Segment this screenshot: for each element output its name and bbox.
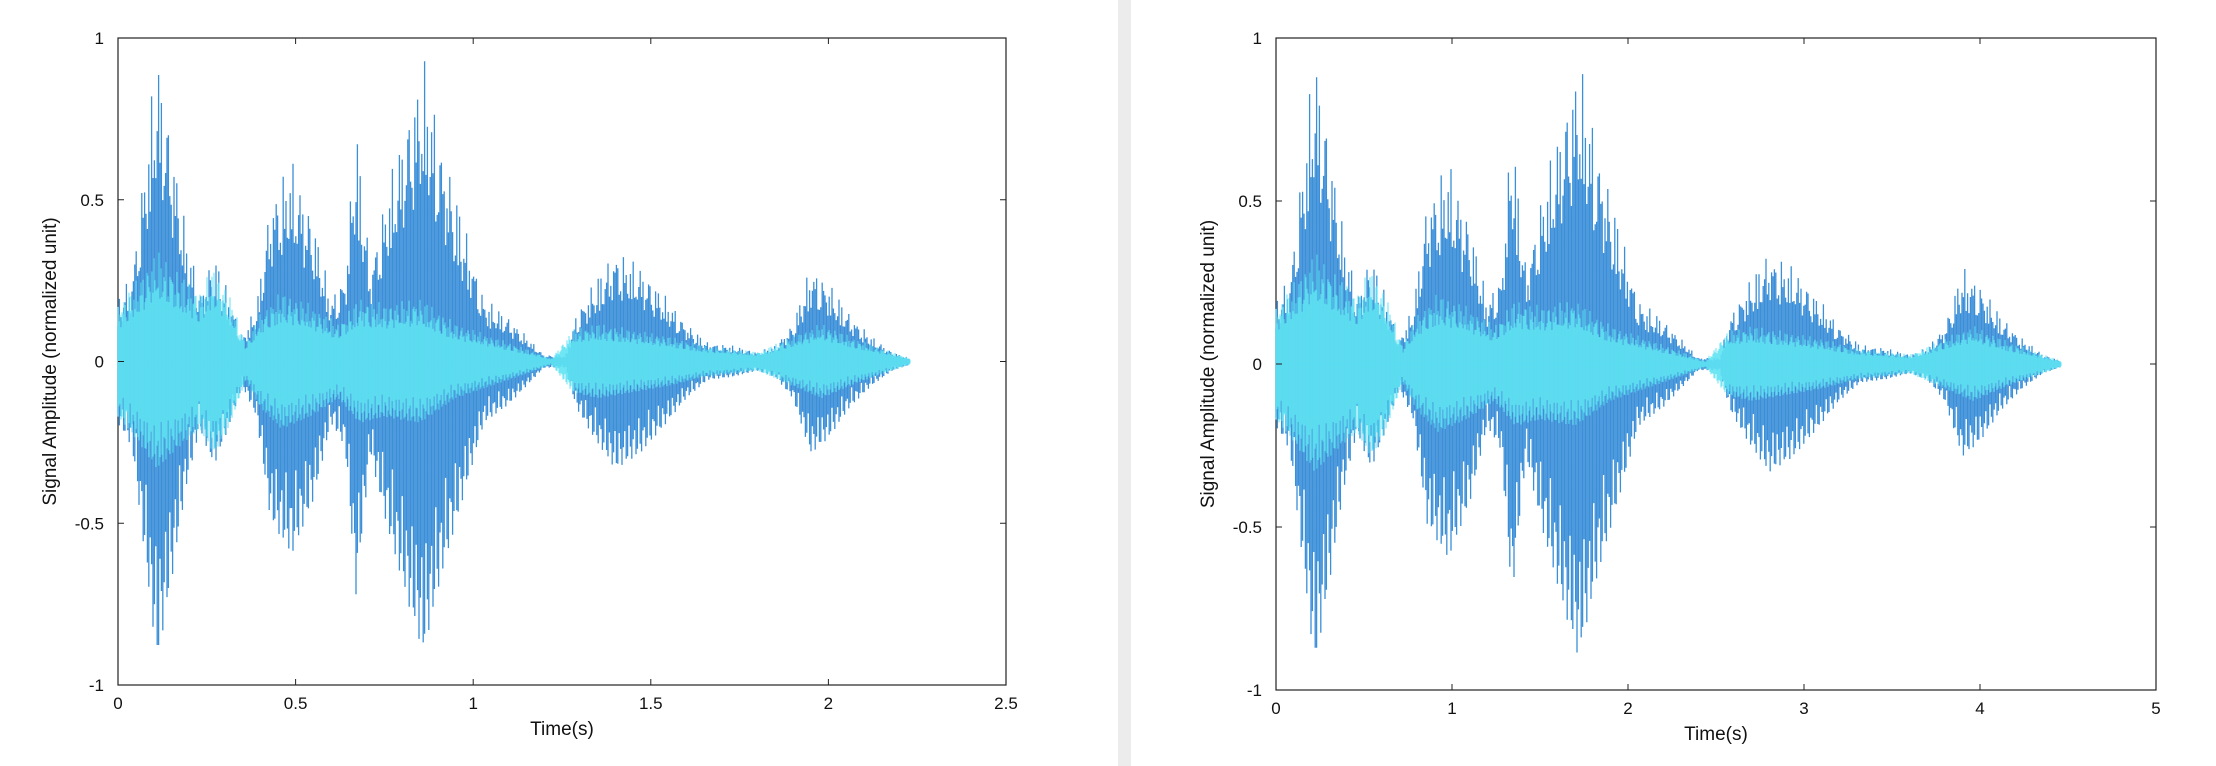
x-axis: 0 0.5 1 1.5 2 2.5 [113,38,1018,713]
x-tick-label: 5 [2151,699,2160,718]
waveform-group [1275,74,2062,653]
chart-svg-right: 0 1 2 3 4 5 -1 -0.5 0 0.5 1 Time(s) Signal Amplitude… [1198,29,2161,745]
x-tick-label: 1 [468,694,477,713]
waveform-chart-left: 0 0.5 1 1.5 2 2.5 -1 -0.5 0 0.5 1 Time(s) Signal Amp… [40,29,1018,740]
x-tick-label: 1.5 [639,694,663,713]
x-tick-label: 1 [1447,699,1456,718]
x-tick-label: 2 [824,694,833,713]
y-tick-label: -0.5 [1233,518,1262,537]
y-tick-label: -0.5 [75,514,104,533]
y-tick-label: 0 [95,353,104,372]
x-tick-label: 0 [113,694,122,713]
y-axis: -1 -0.5 0 0.5 1 [1233,29,2156,700]
y-tick-label: 0 [1253,355,1262,374]
x-tick-label: 3 [1799,699,1808,718]
x-tick-label: 0.5 [284,694,308,713]
y-axis-label: Signal Amplitude (normalized unit) [40,217,61,505]
x-tick-label: 2 [1623,699,1632,718]
y-axis-label: Signal Amplitude (normalized unit) [1198,220,1219,508]
panel-divider [1118,0,1131,766]
x-axis-label: Time(s) [1684,724,1748,745]
y-tick-label: -1 [89,676,104,695]
y-tick-label: 0.5 [1238,192,1262,211]
waveform-group [117,61,911,645]
y-axis: -1 -0.5 0 0.5 1 [75,29,1006,695]
chart-svg-left: 0 0.5 1 1.5 2 2.5 -1 -0.5 0 0.5 1 Time(s) Signal Amp… [40,29,1018,740]
waveform-chart-right: 0 1 2 3 4 5 -1 -0.5 0 0.5 1 Time(s) Signal Amplitude… [1131,0,2216,766]
x-tick-label: 0 [1271,699,1280,718]
x-axis-label: Time(s) [530,719,594,740]
x-tick-label: 2.5 [994,694,1018,713]
x-tick-label: 4 [1975,699,1984,718]
y-tick-label: 1 [95,29,104,48]
y-tick-label: 0.5 [80,191,104,210]
x-axis: 0 1 2 3 4 5 [1271,38,2161,718]
y-tick-label: -1 [1247,681,1262,700]
y-tick-label: 1 [1253,29,1262,48]
